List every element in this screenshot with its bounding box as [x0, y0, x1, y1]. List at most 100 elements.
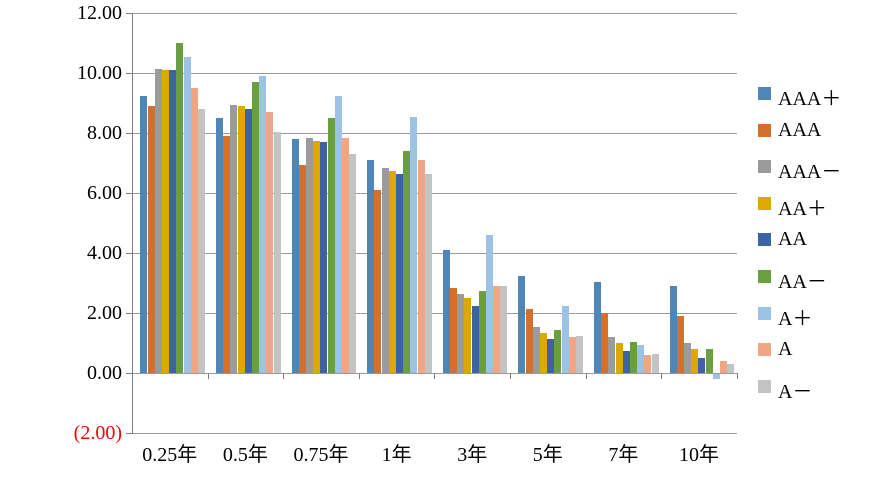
bar	[705, 349, 713, 373]
bar	[727, 364, 735, 373]
legend-swatch	[758, 270, 771, 283]
bar	[327, 118, 335, 373]
bar	[464, 298, 472, 373]
gridline	[132, 73, 737, 74]
legend-label: AAA	[778, 118, 822, 141]
legend-label: AAA－	[778, 161, 842, 184]
bar	[561, 305, 569, 373]
bar	[698, 358, 706, 373]
y-axis-label: 0.00	[87, 362, 122, 384]
legend-swatch	[758, 233, 771, 247]
y-axis-tick	[126, 193, 132, 194]
bar	[622, 350, 630, 373]
bar	[493, 286, 501, 373]
bar	[532, 326, 540, 373]
bar	[244, 109, 252, 373]
bar	[442, 250, 450, 373]
x-axis-tick	[207, 373, 209, 379]
bar	[161, 70, 170, 373]
bar	[298, 164, 306, 373]
bar	[273, 131, 281, 373]
bar	[367, 160, 375, 373]
bar	[669, 286, 677, 373]
bar	[197, 109, 206, 373]
gridline	[132, 193, 737, 194]
x-axis-label: 1年	[381, 444, 412, 466]
legend-label: AAA＋	[778, 88, 842, 110]
legend-swatch	[758, 123, 771, 137]
y-axis-tick	[126, 373, 132, 374]
bar	[575, 335, 584, 373]
bar	[223, 136, 231, 373]
bar	[615, 343, 623, 373]
bar	[525, 308, 533, 373]
legend-swatch	[758, 196, 771, 210]
bar	[457, 293, 465, 373]
bar	[568, 337, 576, 373]
bar	[320, 142, 328, 373]
bar	[485, 235, 494, 373]
bar	[593, 281, 602, 373]
bar	[424, 173, 432, 373]
y-axis-label: 10.00	[77, 62, 122, 84]
gridline	[132, 13, 737, 14]
legend-swatch	[758, 87, 771, 100]
bar	[176, 43, 184, 373]
x-axis-label: 10年	[679, 444, 719, 466]
x-axis-tick	[434, 373, 436, 379]
y-axis-tick	[126, 13, 132, 14]
bar	[395, 173, 404, 373]
legend-swatch	[758, 379, 771, 393]
bar	[388, 170, 396, 373]
bar	[410, 116, 418, 373]
legend-label: AA	[778, 228, 807, 251]
legend-swatch	[758, 160, 771, 174]
y-axis-tick	[126, 433, 132, 434]
y-axis-tick	[126, 253, 132, 254]
legend-swatch	[758, 343, 771, 357]
gridline	[132, 433, 737, 434]
bar	[154, 68, 162, 373]
y-axis-tick	[126, 73, 132, 74]
x-axis-label: 0.25年	[142, 444, 198, 466]
bar	[305, 137, 314, 373]
x-axis-label: 0.75年	[293, 444, 349, 466]
bar	[539, 332, 548, 373]
bar	[644, 355, 652, 373]
legend-label: A	[778, 338, 793, 361]
bar	[374, 190, 382, 373]
bar	[518, 275, 526, 373]
x-axis-label: 0.5年	[222, 444, 268, 466]
bar	[334, 95, 342, 373]
bar	[712, 374, 720, 379]
y-axis-label: 2.00	[87, 302, 122, 324]
bar	[237, 106, 245, 373]
bar	[478, 290, 486, 373]
bar	[381, 167, 389, 373]
bar	[215, 118, 224, 373]
x-axis-tick	[585, 373, 587, 379]
bar	[676, 316, 684, 373]
legend-label: AA－	[778, 271, 827, 293]
x-axis-tick	[661, 373, 663, 379]
legend-label: A＋	[778, 307, 813, 330]
bar	[683, 343, 692, 373]
bar	[140, 95, 148, 373]
y-axis-label: 8.00	[87, 122, 122, 144]
bar	[601, 313, 609, 373]
legend-label: AA＋	[778, 197, 827, 220]
x-axis-tick	[283, 373, 285, 379]
x-axis-label: 7年	[608, 444, 639, 466]
bar	[349, 154, 357, 373]
bar	[266, 112, 274, 373]
gridline	[132, 253, 737, 254]
bar	[259, 76, 267, 373]
x-axis-tick	[510, 373, 511, 379]
bar	[147, 106, 155, 373]
bar	[500, 286, 508, 373]
legend-swatch	[758, 306, 771, 320]
y-axis-line	[132, 13, 133, 434]
bar	[651, 353, 659, 373]
y-axis-label: 6.00	[87, 182, 122, 204]
